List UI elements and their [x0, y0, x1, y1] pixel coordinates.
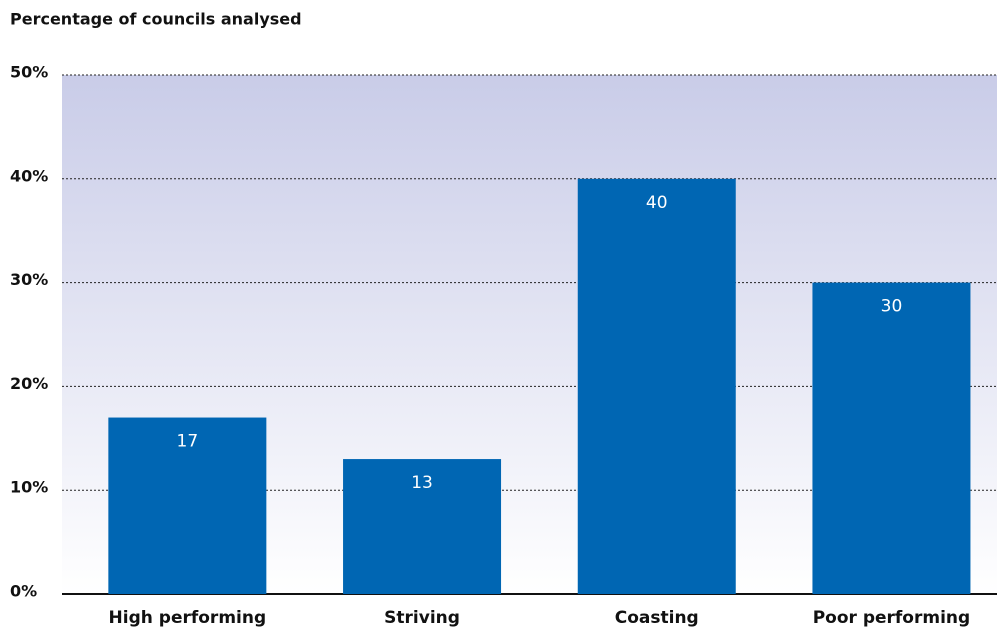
y-tick-label: 50% [10, 63, 48, 82]
y-tick-label: 0% [10, 582, 37, 601]
y-tick-label: 40% [10, 166, 48, 185]
bar [812, 282, 971, 594]
chart-title: Percentage of councils analysed [10, 10, 302, 29]
x-tick-label: Poor performing [813, 608, 970, 628]
value-label: 13 [411, 473, 433, 493]
x-tick-label: High performing [109, 608, 267, 628]
bar [577, 178, 736, 595]
y-tick-label: 10% [10, 478, 48, 497]
x-tick-label: Striving [384, 608, 460, 628]
y-tick-label: 30% [10, 270, 48, 289]
x-tick-label: Coasting [615, 608, 699, 628]
value-label: 17 [177, 432, 199, 452]
value-label: 30 [881, 297, 903, 317]
bar [108, 417, 267, 594]
value-label: 40 [646, 193, 668, 213]
y-tick-label: 20% [10, 374, 48, 393]
bar [343, 459, 502, 594]
